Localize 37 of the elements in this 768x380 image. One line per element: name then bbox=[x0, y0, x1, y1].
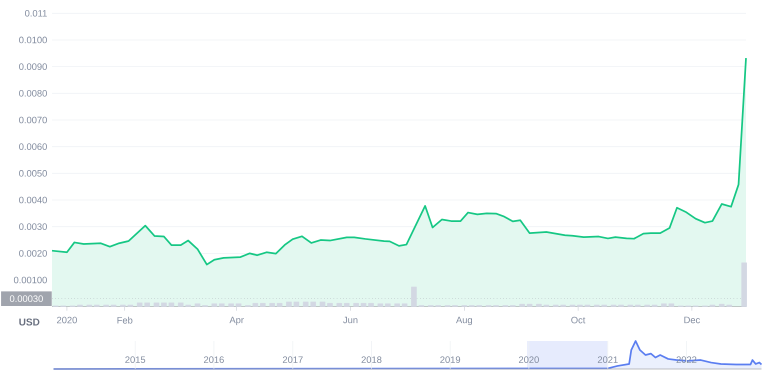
x-tick-label: Oct bbox=[571, 316, 586, 324]
bar bbox=[302, 302, 309, 307]
y-tick-label: 0.011 bbox=[24, 10, 47, 17]
x-tick-label: 2019 bbox=[440, 356, 460, 363]
bar bbox=[741, 262, 747, 307]
ref-line-label: 0.00030 bbox=[10, 295, 43, 302]
x-tick-label: 2020 bbox=[518, 356, 539, 363]
y-tick-label: 0.0060 bbox=[19, 143, 47, 150]
y-tick-label: 0.0090 bbox=[19, 63, 47, 70]
x-tick-label: 2017 bbox=[282, 356, 303, 363]
x-tick-label: 2018 bbox=[362, 356, 382, 363]
bar bbox=[178, 302, 184, 307]
y-tick-label: 0.0030 bbox=[19, 223, 47, 230]
y-tick-label: 0.0100 bbox=[19, 36, 47, 44]
bar bbox=[218, 303, 225, 307]
bar bbox=[336, 302, 342, 307]
y-tick-label: 0.0020 bbox=[19, 250, 47, 257]
text: USD bbox=[19, 318, 40, 326]
y-tick-label: 0.0070 bbox=[19, 116, 47, 124]
bar bbox=[310, 302, 316, 307]
y-tick-label: 0.0040 bbox=[19, 196, 47, 204]
x-tick-label: Dec bbox=[684, 316, 700, 324]
x-tick-label: Feb bbox=[117, 316, 132, 324]
x-tick-label: 2016 bbox=[204, 356, 224, 363]
x-tick-label: Jun bbox=[343, 316, 358, 324]
bar bbox=[718, 304, 725, 307]
x-tick-label: Apr bbox=[229, 316, 244, 326]
x-tick-label: 2015 bbox=[125, 356, 146, 363]
bar bbox=[344, 302, 350, 307]
y-tick-label: 0.00100 bbox=[14, 276, 47, 284]
x-tick-label: 2021 bbox=[598, 356, 618, 363]
y-tick-label: 0.0050 bbox=[19, 170, 47, 177]
x-tick-label: Aug bbox=[456, 316, 472, 326]
x-tick-label: 2022 bbox=[676, 356, 696, 363]
y-tick-label: 0.0080 bbox=[19, 90, 47, 97]
bar bbox=[212, 303, 218, 307]
x-tick-label: 2020 bbox=[57, 316, 77, 324]
